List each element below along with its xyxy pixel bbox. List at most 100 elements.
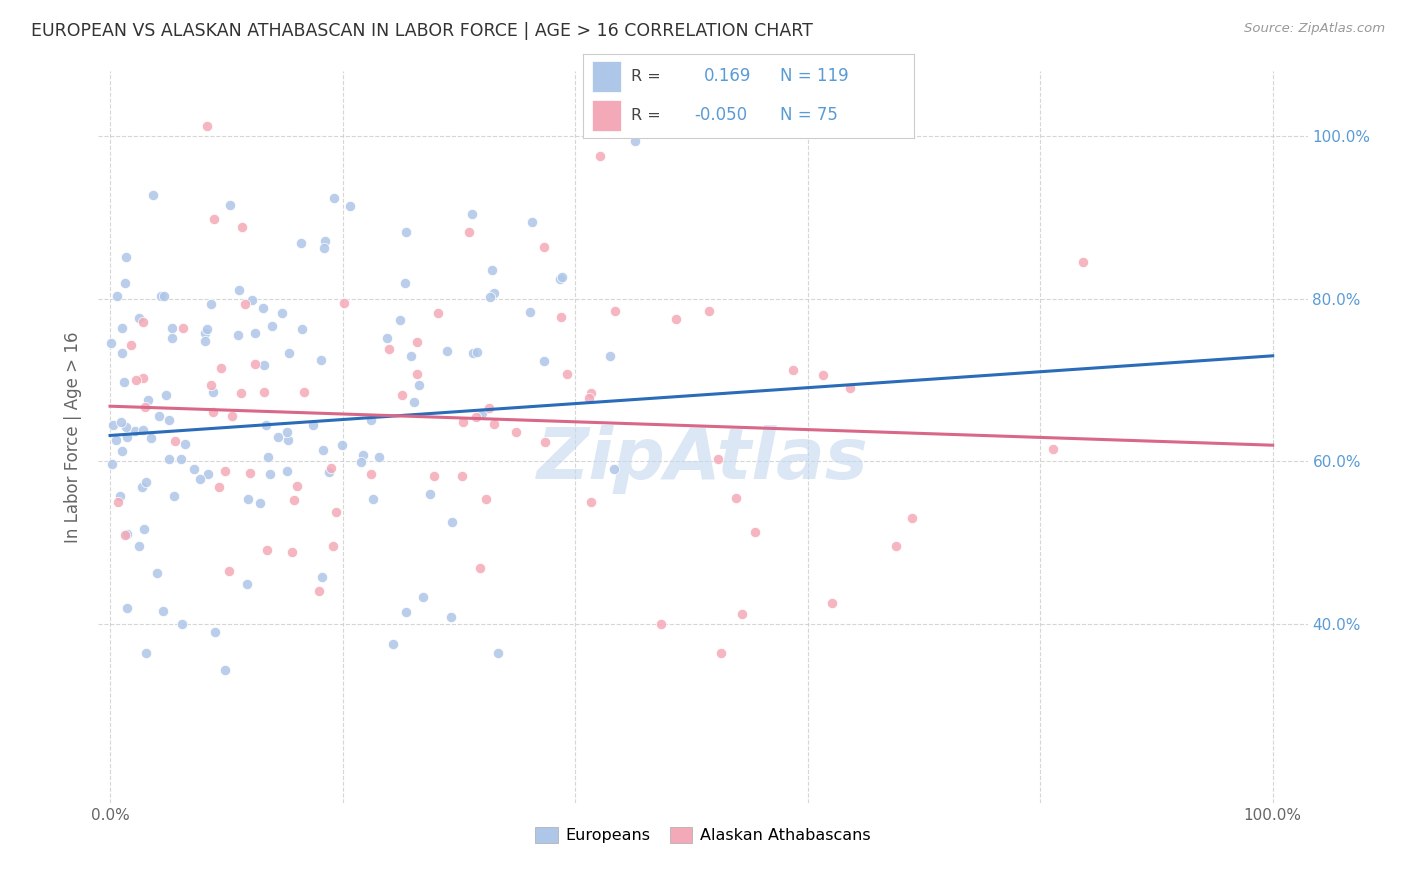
Point	[128, 311, 150, 326]
Point	[457, 225, 479, 239]
Point	[219, 198, 242, 212]
Point	[128, 539, 150, 553]
Point	[160, 331, 183, 345]
Point	[278, 346, 301, 360]
Bar	[592, 100, 621, 130]
Point	[470, 561, 492, 575]
Point	[423, 469, 446, 483]
Point	[352, 448, 374, 462]
Point	[707, 451, 730, 466]
Point	[309, 353, 332, 368]
Point	[471, 406, 494, 420]
Point	[839, 381, 862, 395]
Point	[281, 544, 304, 558]
Point	[375, 331, 398, 345]
Point	[236, 577, 259, 591]
Point	[231, 386, 253, 401]
Point	[134, 400, 156, 414]
Point	[453, 415, 475, 429]
Point	[226, 327, 249, 342]
Point	[550, 310, 572, 324]
Point	[183, 461, 205, 475]
Point	[323, 191, 346, 205]
Point	[108, 489, 131, 503]
Point	[221, 409, 243, 423]
Point	[111, 345, 134, 359]
Point	[112, 375, 135, 389]
Point	[214, 663, 236, 677]
Point	[197, 467, 219, 482]
Point	[481, 263, 503, 277]
Point	[142, 188, 165, 202]
Point	[114, 527, 136, 541]
Point	[228, 283, 250, 297]
Point	[360, 413, 382, 427]
Point	[146, 566, 169, 580]
Text: EUROPEAN VS ALASKAN ATHABASCAN IN LABOR FORCE | AGE > 16 CORRELATION CHART: EUROPEAN VS ALASKAN ATHABASCAN IN LABOR …	[31, 22, 813, 40]
Point	[482, 417, 505, 432]
Point	[419, 486, 441, 500]
Point	[474, 492, 496, 507]
Point	[160, 320, 183, 334]
Point	[202, 405, 225, 419]
Point	[124, 425, 146, 439]
Point	[208, 480, 231, 494]
Point	[710, 646, 733, 660]
Point	[290, 236, 312, 251]
Text: ZipAtlas: ZipAtlas	[537, 425, 869, 493]
Point	[110, 320, 132, 334]
Point	[172, 616, 194, 631]
Point	[209, 361, 232, 376]
Point	[197, 322, 219, 336]
Point	[821, 596, 844, 610]
Point	[479, 290, 502, 304]
Point	[285, 479, 308, 493]
Point	[115, 420, 138, 434]
Point	[602, 462, 624, 476]
Point	[339, 199, 361, 213]
Point	[589, 149, 612, 163]
Point	[249, 495, 271, 509]
Point	[262, 319, 284, 334]
Text: 0.169: 0.169	[704, 68, 751, 86]
Point	[163, 434, 186, 448]
Point	[408, 378, 430, 392]
Point	[104, 433, 127, 447]
Point	[451, 469, 474, 483]
Point	[253, 358, 276, 372]
Point	[312, 241, 335, 255]
Point	[901, 510, 924, 524]
Point	[426, 306, 449, 320]
Point	[318, 466, 340, 480]
Point	[699, 304, 721, 318]
Text: Source: ZipAtlas.com: Source: ZipAtlas.com	[1244, 22, 1385, 36]
Point	[381, 637, 404, 651]
Point	[465, 344, 488, 359]
Point	[173, 437, 195, 451]
Point	[256, 542, 278, 557]
Point	[302, 418, 325, 433]
Point	[505, 425, 527, 439]
Text: N = 75: N = 75	[780, 106, 838, 124]
Point	[155, 387, 177, 401]
Point	[486, 647, 509, 661]
Point	[744, 525, 766, 540]
Point	[103, 417, 125, 432]
Point	[267, 430, 290, 444]
Text: R =: R =	[631, 108, 661, 123]
Point	[204, 212, 226, 227]
Point	[333, 296, 356, 310]
Point	[132, 423, 155, 437]
Point	[395, 225, 418, 239]
Point	[1042, 442, 1064, 456]
Point	[238, 492, 260, 507]
Point	[548, 272, 571, 286]
Point	[152, 604, 174, 618]
Point	[884, 539, 907, 553]
Point	[534, 435, 557, 450]
Point	[231, 220, 253, 235]
Point	[148, 409, 170, 423]
Point	[283, 492, 305, 507]
Point	[484, 285, 506, 300]
Point	[811, 368, 834, 382]
